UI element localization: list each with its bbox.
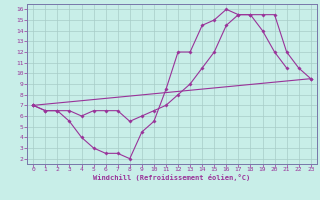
- X-axis label: Windchill (Refroidissement éolien,°C): Windchill (Refroidissement éolien,°C): [93, 174, 251, 181]
